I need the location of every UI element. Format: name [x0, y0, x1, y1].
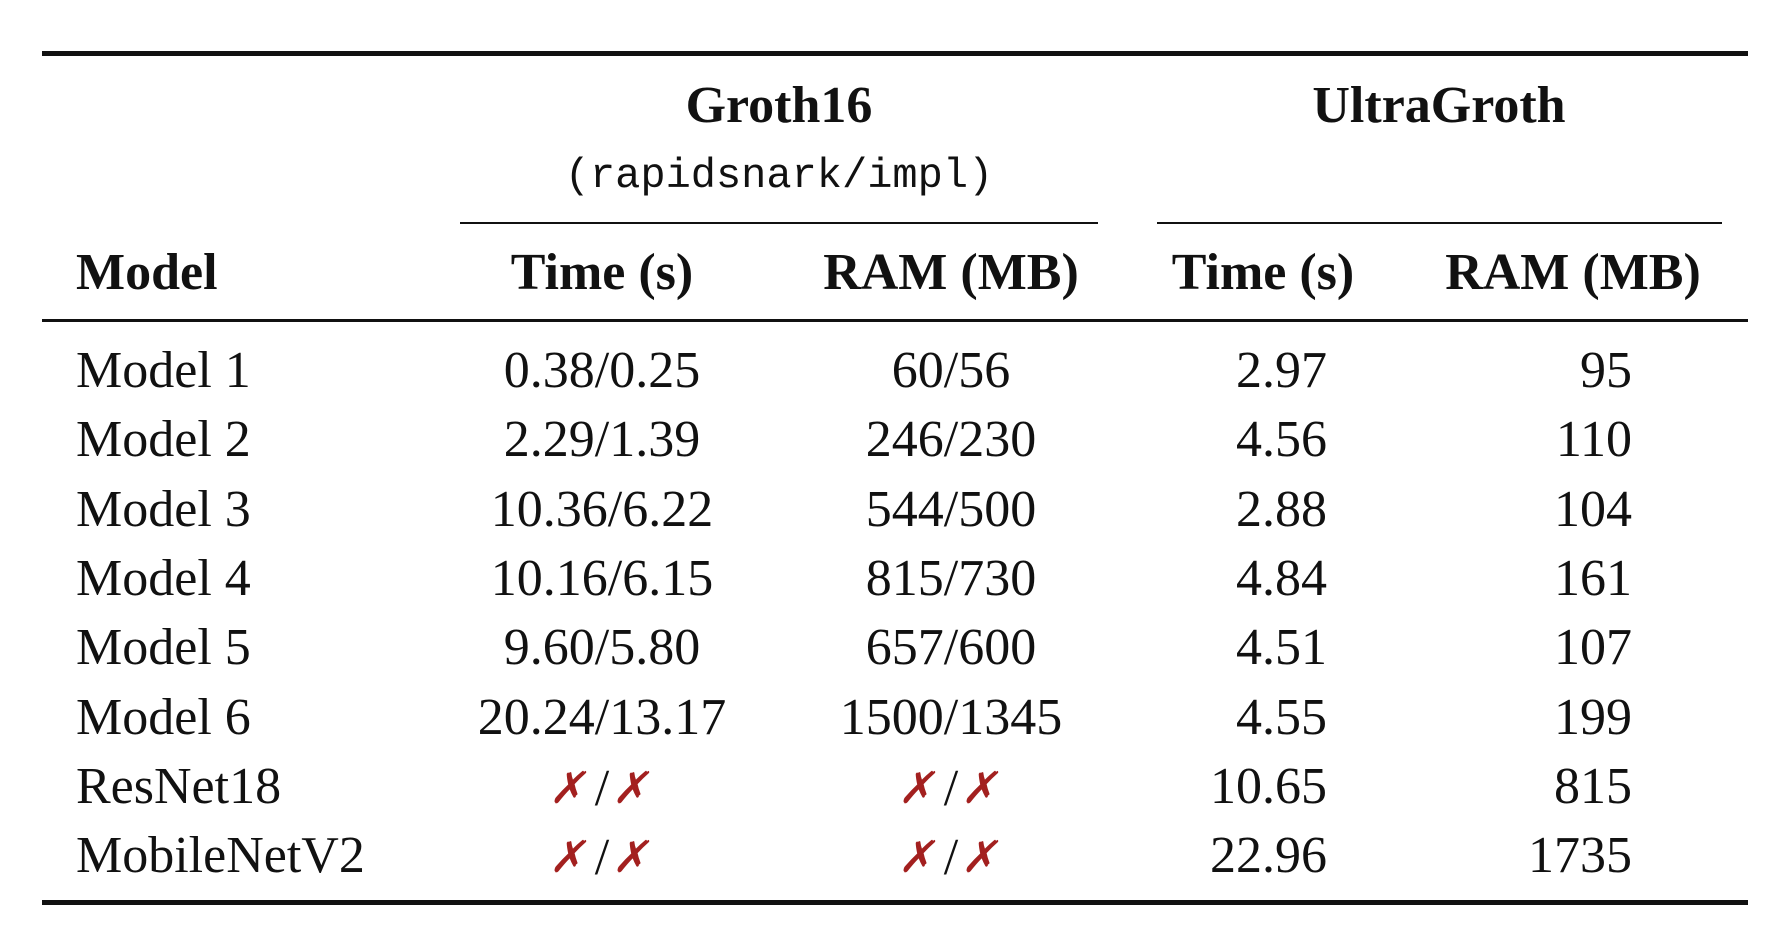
cell-ultra-time: 4.51: [1236, 619, 1327, 677]
cross-icon: ✗: [609, 762, 658, 814]
cross-icon: ✗: [958, 832, 1007, 884]
cross-icon: ✗: [895, 762, 944, 814]
header-model: Model: [76, 244, 218, 301]
failure-marks: ✗ / ✗: [896, 759, 1007, 817]
cell-ultra-time: 10.65: [1210, 757, 1327, 815]
cross-icon: ✗: [546, 762, 595, 814]
cell-ultra-time: 4.56: [1236, 411, 1327, 469]
cell-groth-time: 9.60/5.80: [503, 619, 701, 677]
cell-model: Model 5: [76, 619, 251, 677]
header-ultra-ram: RAM (MB): [1445, 244, 1701, 301]
cell-groth-ram: 657/600: [865, 619, 1037, 677]
table-row: Model 3 10.36/6.22 544/500 2.88 104: [0, 480, 1772, 544]
cell-ultra-time: 4.55: [1236, 688, 1327, 746]
cell-groth-ram: 815/730: [865, 549, 1037, 607]
cross-icon: ✗: [546, 832, 595, 884]
failure-marks: ✗ / ✗: [547, 829, 658, 887]
failure-marks: ✗ / ✗: [896, 829, 1007, 887]
cell-ultra-ram: 110: [1555, 411, 1632, 469]
cell-ultra-time: 4.84: [1236, 549, 1327, 607]
cell-ultra-ram: 199: [1554, 688, 1632, 746]
cell-groth-ram: ✗ / ✗: [896, 829, 1007, 887]
table-row: Model 4 10.16/6.15 815/730 4.84 161: [0, 549, 1772, 613]
cell-groth-ram: ✗ / ✗: [896, 759, 1007, 817]
cell-ultra-ram: 815: [1554, 757, 1632, 815]
cell-model: Model 6: [76, 688, 251, 746]
cell-model: Model 2: [76, 411, 251, 469]
table-row: MobileNetV2 ✗ / ✗ ✗ / ✗ 22.96 1735: [0, 830, 1772, 890]
groth16-group-underline: [460, 222, 1098, 224]
cell-ultra-time: 2.88: [1236, 480, 1327, 538]
cell-groth-ram: 1500/1345: [839, 688, 1063, 746]
failure-marks: ✗ / ✗: [547, 759, 658, 817]
table-row: Model 1 0.38/0.25 60/56 2.97 95: [0, 345, 1772, 405]
header-groth-ram: RAM (MB): [823, 244, 1079, 301]
cell-model: MobileNetV2: [76, 827, 365, 885]
groth16-group-title: Groth16: [685, 77, 873, 134]
cell-groth-time: 2.29/1.39: [503, 411, 701, 469]
cell-groth-ram: 60/56: [891, 342, 1011, 399]
bottom-rule: [42, 900, 1748, 905]
cell-groth-ram: 246/230: [865, 411, 1037, 469]
table-row: Model 5 9.60/5.80 657/600 4.51 107: [0, 622, 1772, 682]
cell-ultra-time: 2.97: [1236, 342, 1327, 399]
slash-separator: /: [594, 759, 610, 817]
cell-groth-time: 20.24/13.17: [477, 688, 727, 746]
cell-model: ResNet18: [76, 757, 282, 815]
slash-separator: /: [943, 759, 959, 817]
cell-groth-time: ✗ / ✗: [547, 759, 658, 817]
cell-ultra-ram: 104: [1554, 480, 1632, 538]
cell-groth-time: 0.38/0.25: [503, 342, 701, 399]
table-row: ResNet18 ✗ / ✗ ✗ / ✗ 10.65 815: [0, 757, 1772, 821]
cell-ultra-time: 22.96: [1210, 827, 1327, 885]
cell-ultra-ram: 161: [1554, 549, 1632, 607]
header-groth-time: Time (s): [510, 244, 694, 301]
table-row: Model 2 2.29/1.39 246/230 4.56 110: [0, 414, 1772, 474]
cell-ultra-ram: 95: [1580, 342, 1632, 399]
slash-separator: /: [594, 829, 610, 887]
cross-icon: ✗: [609, 832, 658, 884]
cell-groth-ram: 544/500: [865, 480, 1037, 538]
header-ultra-time: Time (s): [1171, 244, 1355, 301]
cell-model: Model 3: [76, 480, 251, 538]
cell-groth-time: 10.16/6.15: [490, 549, 714, 607]
ultragroth-group-underline: [1157, 222, 1722, 224]
cell-model: Model 4: [76, 549, 251, 607]
cell-ultra-ram: 107: [1554, 619, 1632, 677]
slash-separator: /: [943, 829, 959, 887]
cell-groth-time: ✗ / ✗: [547, 829, 658, 887]
header-rule: [42, 319, 1748, 322]
cell-model: Model 1: [76, 342, 251, 399]
cross-icon: ✗: [895, 832, 944, 884]
top-rule: [42, 51, 1748, 56]
groth16-group-subtitle: (rapidsnark/impl): [564, 152, 994, 200]
cell-groth-time: 10.36/6.22: [490, 480, 714, 538]
table-row: Model 6 20.24/13.17 1500/1345 4.55 199: [0, 688, 1772, 752]
ultragroth-group-title: UltraGroth: [1312, 77, 1566, 134]
cross-icon: ✗: [958, 762, 1007, 814]
cell-ultra-ram: 1735: [1528, 827, 1632, 885]
